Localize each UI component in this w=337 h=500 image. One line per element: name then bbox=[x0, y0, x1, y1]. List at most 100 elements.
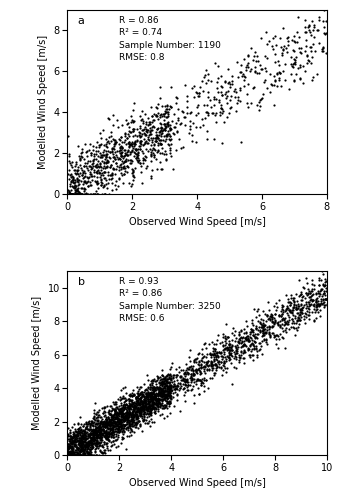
Point bbox=[68, 448, 73, 456]
Point bbox=[66, 187, 71, 195]
Point bbox=[66, 443, 72, 451]
Point bbox=[87, 431, 92, 439]
Point bbox=[320, 280, 326, 288]
Point bbox=[297, 48, 302, 56]
Point bbox=[94, 428, 99, 436]
Point bbox=[143, 164, 148, 172]
Point bbox=[68, 442, 73, 450]
Point bbox=[165, 120, 170, 128]
Point bbox=[166, 396, 171, 404]
Point bbox=[143, 156, 148, 164]
Point bbox=[298, 64, 303, 72]
Point bbox=[304, 310, 309, 318]
Point bbox=[66, 447, 71, 455]
Point bbox=[108, 416, 113, 424]
Point bbox=[82, 436, 87, 444]
Point bbox=[164, 378, 170, 386]
Point bbox=[130, 404, 136, 412]
Point bbox=[243, 335, 248, 343]
Point bbox=[126, 142, 131, 150]
Point bbox=[202, 72, 207, 80]
Point bbox=[167, 382, 173, 390]
Point bbox=[122, 136, 127, 144]
Point bbox=[110, 186, 115, 194]
Point bbox=[256, 318, 261, 326]
Point bbox=[216, 357, 221, 365]
Point bbox=[301, 79, 306, 87]
Point bbox=[236, 330, 242, 338]
Point bbox=[86, 441, 91, 449]
Point bbox=[100, 448, 105, 456]
Point bbox=[119, 164, 124, 172]
Point bbox=[109, 415, 115, 423]
Point bbox=[196, 390, 202, 398]
Point bbox=[74, 436, 80, 444]
Point bbox=[228, 350, 233, 358]
Point bbox=[93, 430, 99, 438]
Point bbox=[114, 409, 120, 417]
Point bbox=[222, 358, 227, 366]
Point bbox=[130, 391, 136, 399]
Point bbox=[125, 118, 131, 126]
Point bbox=[148, 398, 153, 406]
Point bbox=[72, 451, 78, 459]
Point bbox=[274, 331, 279, 339]
Point bbox=[240, 334, 245, 342]
Point bbox=[135, 158, 141, 166]
Point bbox=[112, 398, 118, 406]
Point bbox=[279, 320, 285, 328]
Point bbox=[90, 434, 95, 442]
Point bbox=[177, 136, 182, 143]
Point bbox=[93, 410, 98, 418]
Point bbox=[77, 188, 82, 196]
Point bbox=[157, 386, 163, 394]
Point bbox=[151, 375, 157, 383]
Point bbox=[141, 410, 146, 418]
Point bbox=[144, 390, 149, 398]
Point bbox=[80, 442, 85, 450]
Point bbox=[94, 451, 99, 459]
Point bbox=[218, 352, 224, 360]
Point bbox=[161, 375, 167, 383]
Point bbox=[110, 398, 116, 406]
Point bbox=[80, 434, 85, 442]
Point bbox=[160, 390, 166, 398]
Point bbox=[103, 422, 109, 430]
Point bbox=[132, 172, 137, 180]
Point bbox=[232, 94, 238, 102]
Point bbox=[278, 322, 283, 330]
Point bbox=[244, 333, 249, 341]
Point bbox=[211, 94, 217, 102]
Point bbox=[123, 411, 128, 419]
Point bbox=[129, 392, 134, 400]
Point bbox=[82, 432, 87, 440]
Point bbox=[85, 444, 90, 452]
Point bbox=[68, 451, 74, 459]
Point bbox=[152, 146, 157, 154]
Point bbox=[74, 166, 80, 173]
Point bbox=[123, 140, 128, 148]
Point bbox=[134, 420, 140, 428]
Point bbox=[109, 404, 115, 412]
Point bbox=[178, 120, 183, 128]
Point bbox=[120, 412, 125, 420]
Point bbox=[167, 379, 172, 387]
Point bbox=[130, 407, 135, 415]
Point bbox=[153, 394, 158, 402]
Point bbox=[92, 406, 97, 414]
Point bbox=[138, 420, 143, 428]
Point bbox=[98, 427, 104, 435]
Point bbox=[183, 380, 188, 388]
Point bbox=[78, 438, 84, 446]
Point bbox=[105, 408, 111, 416]
Point bbox=[100, 180, 105, 188]
Point bbox=[117, 416, 123, 424]
Point bbox=[299, 306, 304, 314]
Point bbox=[74, 442, 80, 450]
Point bbox=[137, 400, 143, 407]
Point bbox=[309, 296, 314, 304]
Point bbox=[89, 430, 95, 438]
Point bbox=[86, 434, 91, 442]
Point bbox=[87, 444, 93, 452]
Point bbox=[158, 110, 164, 118]
